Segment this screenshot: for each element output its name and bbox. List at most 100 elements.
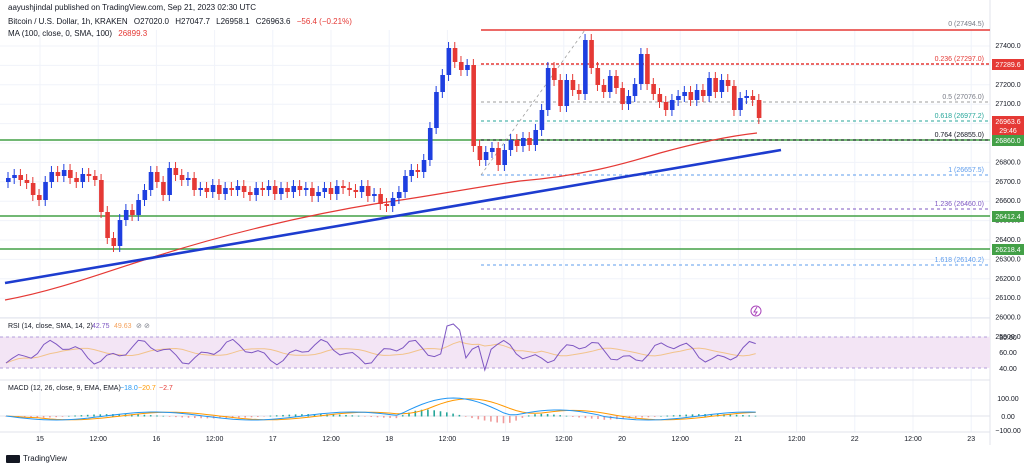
candle-body[interactable]	[334, 186, 340, 194]
candle-body[interactable]	[322, 188, 328, 192]
candle-body[interactable]	[676, 96, 681, 100]
candle-body[interactable]	[527, 138, 532, 145]
candle-body[interactable]	[707, 78, 712, 96]
candle-body[interactable]	[310, 188, 315, 196]
candle-body[interactable]	[316, 192, 321, 196]
candle-body[interactable]	[521, 138, 526, 146]
candle-body[interactable]	[458, 62, 464, 70]
candle-body[interactable]	[136, 200, 141, 215]
candle-body[interactable]	[539, 110, 545, 130]
candle-body[interactable]	[61, 170, 67, 176]
candle-body[interactable]	[471, 65, 476, 146]
candle-body[interactable]	[477, 146, 483, 160]
candle-body[interactable]	[545, 68, 551, 110]
candle-body[interactable]	[210, 185, 216, 192]
candle-body[interactable]	[142, 190, 148, 200]
candle-body[interactable]	[179, 175, 185, 180]
rsi-ma-line[interactable]	[5, 341, 756, 364]
candle-body[interactable]	[185, 178, 191, 180]
candle-body[interactable]	[24, 180, 30, 183]
bullish-trend-line[interactable]	[4, 148, 782, 285]
candle-body[interactable]	[279, 188, 284, 194]
candle-body[interactable]	[738, 98, 743, 110]
candle-body[interactable]	[657, 94, 663, 102]
candle-body[interactable]	[123, 210, 129, 220]
candle-body[interactable]	[620, 88, 625, 104]
candle-body[interactable]	[254, 188, 259, 195]
candle-body[interactable]	[291, 186, 297, 192]
candle-body[interactable]	[328, 188, 334, 194]
candle-body[interactable]	[607, 76, 613, 92]
alert-bolt-icon[interactable]	[750, 305, 762, 317]
ma-label[interactable]: MA (100, close, 0, SMA, 100)	[8, 29, 113, 38]
candle-body[interactable]	[130, 210, 135, 215]
candle-body[interactable]	[570, 80, 576, 90]
candle-body[interactable]	[601, 85, 607, 92]
candle-body[interactable]	[12, 175, 17, 178]
candle-body[interactable]	[614, 76, 619, 88]
candle-body[interactable]	[533, 130, 539, 145]
candle-body[interactable]	[688, 92, 694, 100]
rsi-line[interactable]	[5, 323, 756, 372]
candle-body[interactable]	[173, 168, 179, 175]
candle-body[interactable]	[434, 92, 439, 128]
candle-body[interactable]	[744, 96, 749, 98]
candle-body[interactable]	[341, 186, 346, 188]
candle-body[interactable]	[229, 188, 234, 190]
candle-body[interactable]	[204, 188, 210, 192]
candle-body[interactable]	[99, 180, 104, 212]
candle-body[interactable]	[43, 182, 48, 200]
candle-body[interactable]	[68, 170, 73, 178]
candle-body[interactable]	[502, 150, 507, 165]
candle-body[interactable]	[682, 92, 687, 96]
candle-body[interactable]	[49, 172, 55, 182]
candle-body[interactable]	[564, 80, 570, 106]
candle-body[interactable]	[272, 186, 278, 194]
candle-body[interactable]	[18, 175, 24, 180]
candle-body[interactable]	[37, 195, 42, 200]
candle-body[interactable]	[589, 40, 594, 68]
candle-body[interactable]	[216, 185, 222, 194]
candle-body[interactable]	[651, 84, 656, 94]
candle-body[interactable]	[198, 188, 203, 190]
candle-body[interactable]	[297, 186, 303, 190]
candle-body[interactable]	[117, 220, 123, 246]
candle-body[interactable]	[638, 54, 644, 84]
candle-body[interactable]	[148, 172, 154, 190]
candle-body[interactable]	[694, 90, 700, 100]
candle-body[interactable]	[719, 80, 725, 92]
candle-body[interactable]	[669, 100, 675, 110]
candle-body[interactable]	[558, 80, 563, 106]
candle-body[interactable]	[645, 54, 650, 84]
candle-body[interactable]	[663, 102, 669, 110]
candle-body[interactable]	[365, 186, 371, 196]
candle-body[interactable]	[465, 65, 470, 70]
candle-body[interactable]	[756, 100, 762, 118]
candle-body[interactable]	[440, 75, 445, 92]
footer-brand[interactable]: TradingView	[6, 454, 67, 463]
candle-body[interactable]	[496, 148, 501, 165]
candle-body[interactable]	[247, 192, 253, 195]
candle-body[interactable]	[74, 178, 79, 182]
candle-body[interactable]	[452, 48, 458, 62]
candle-body[interactable]	[347, 188, 352, 190]
candle-body[interactable]	[161, 182, 166, 195]
candle-body[interactable]	[626, 96, 632, 104]
candlesticks[interactable]	[6, 34, 762, 252]
candle-body[interactable]	[92, 176, 98, 180]
candle-body[interactable]	[508, 140, 514, 150]
candle-body[interactable]	[235, 186, 241, 190]
candle-body[interactable]	[731, 86, 737, 110]
candle-body[interactable]	[390, 198, 396, 206]
candle-body[interactable]	[241, 186, 247, 192]
candle-body[interactable]	[260, 188, 266, 190]
candle-body[interactable]	[105, 212, 110, 238]
candle-body[interactable]	[576, 90, 582, 94]
candle-body[interactable]	[421, 160, 427, 172]
candle-body[interactable]	[353, 190, 359, 192]
macd-signal-line[interactable]	[5, 398, 756, 421]
candle-body[interactable]	[583, 40, 588, 94]
candle-body[interactable]	[595, 68, 601, 85]
candle-body[interactable]	[396, 192, 402, 198]
candle-body[interactable]	[285, 188, 290, 192]
